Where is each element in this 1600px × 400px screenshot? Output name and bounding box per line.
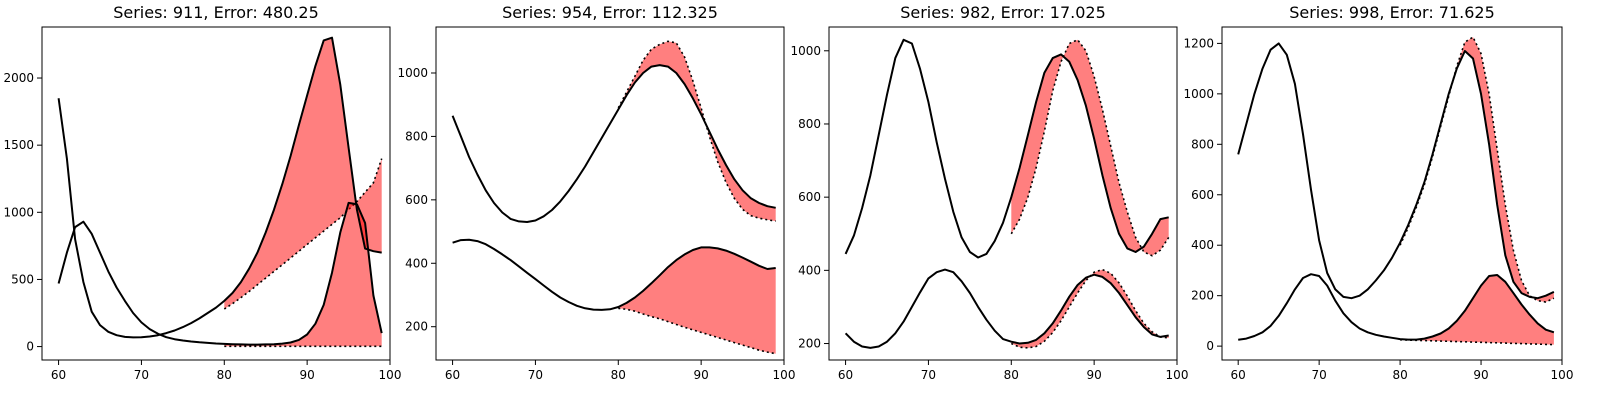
panel-2-y-tick-label: 200 bbox=[405, 320, 428, 334]
panel-3-ticks: 60 70 80 90 100 200 400 600 800 1000 bbox=[790, 44, 1188, 382]
panel-4-series-2-forecast-line bbox=[1400, 339, 1554, 346]
panel-4-y-tick-label: 400 bbox=[1191, 238, 1214, 252]
panel-3-x-tick-label: 80 bbox=[1004, 368, 1019, 382]
panel-4-y-tick-label: 1200 bbox=[1183, 36, 1214, 50]
panel-3-y-tick-label: 1000 bbox=[790, 44, 821, 58]
panel-1-series-2-actual-line bbox=[57, 201, 383, 346]
panel-2-axes-frame bbox=[435, 26, 785, 361]
panel-4-x-tick-label: 60 bbox=[1231, 368, 1246, 382]
panel-3-series-2-actual-line bbox=[844, 268, 1169, 349]
panel-2-series-2-forecast-line bbox=[618, 307, 776, 355]
panel-3-x-tick-label: 60 bbox=[838, 368, 853, 382]
panel-1-plot bbox=[57, 36, 383, 348]
panel-1-title: Series: 911, Error: 480.25 bbox=[113, 3, 319, 22]
panel-2-title: Series: 954, Error: 112.325 bbox=[502, 3, 718, 22]
panel-2-x-tick-label: 70 bbox=[528, 368, 543, 382]
panel-1-axes-frame bbox=[41, 26, 391, 361]
panel-1-series-2-error-area bbox=[224, 202, 382, 347]
panel-1-series-1-actual-line bbox=[57, 36, 382, 339]
panel-1-x-tick-label: 70 bbox=[134, 368, 149, 382]
panel-2-x-tick-label: 60 bbox=[445, 368, 460, 382]
panel-4-title: Series: 998, Error: 71.625 bbox=[1289, 3, 1495, 22]
panel-4-x-tick-label: 70 bbox=[1312, 368, 1327, 382]
panel-1-x-tick-label: 90 bbox=[300, 368, 315, 382]
panel-2-series-2-error-area bbox=[618, 247, 776, 354]
panel-3-x-tick-label: 100 bbox=[1166, 368, 1189, 382]
panel-3-y-tick-label: 200 bbox=[798, 337, 821, 351]
panel-4-axes-frame bbox=[1221, 26, 1563, 361]
panel-1-y-tick-label: 2000 bbox=[3, 71, 34, 85]
panel-4-x-tick-label: 100 bbox=[1551, 368, 1574, 382]
panel-3-y-tick-label: 800 bbox=[798, 117, 821, 131]
panel-4-x-tick-label: 90 bbox=[1473, 368, 1488, 382]
panel-1-y-tick-label: 0 bbox=[26, 340, 34, 354]
panel-2-series-1-actual-line bbox=[451, 64, 776, 223]
panel-2-series-2-actual-line bbox=[452, 238, 776, 311]
panel-3-axes-frame bbox=[828, 26, 1178, 361]
panel-4-x-tick-label: 80 bbox=[1392, 368, 1407, 382]
panel-3-series-2-error-area bbox=[1011, 269, 1169, 348]
panel-1-y-tick-label: 1000 bbox=[3, 205, 34, 219]
panel-3-y-tick-label: 400 bbox=[798, 263, 821, 277]
panel-2-series-1-forecast-line bbox=[617, 40, 776, 222]
panel-1-y-tick-label: 1500 bbox=[3, 138, 34, 152]
panel-2-ticks: 60 70 80 90 100 200 400 600 800 1000 bbox=[397, 66, 795, 382]
panel-2-y-tick-label: 800 bbox=[405, 129, 428, 143]
panel-2-series-1-error-area bbox=[618, 41, 776, 222]
panel-1-x-tick-label: 80 bbox=[217, 368, 232, 382]
panel-2-x-tick-label: 80 bbox=[611, 368, 626, 382]
panel-1-x-tick-label: 100 bbox=[379, 368, 402, 382]
panel-2-y-tick-label: 400 bbox=[405, 256, 428, 270]
panel-4-y-tick-label: 1000 bbox=[1183, 87, 1214, 101]
panel-2-y-tick-label: 600 bbox=[405, 193, 428, 207]
panel-3-y-tick-label: 600 bbox=[798, 190, 821, 204]
panel-2-plot bbox=[451, 40, 776, 355]
panel-1-x-tick-label: 60 bbox=[51, 368, 66, 382]
panel-4-series-1-actual-line bbox=[1237, 42, 1555, 300]
panel-3-series-1-forecast-line bbox=[1010, 38, 1170, 257]
panel-4: Series: 998, Error: 71.625 60 70 80 90 10002… bbox=[1183, 3, 1573, 382]
panel-2-y-tick-label: 1000 bbox=[397, 66, 428, 80]
panel-3-x-tick-label: 90 bbox=[1087, 368, 1102, 382]
panel-3-series-1-error-area bbox=[1011, 39, 1169, 256]
panel-4-series-2-actual-line bbox=[1238, 273, 1555, 341]
panel-3-series-2-forecast-line bbox=[1010, 268, 1169, 349]
panel-1: Series: 911, Error: 480.25 60 70 80 90 10005… bbox=[3, 3, 401, 382]
panel-3: Series: 982, Error: 17.025 60 70 80 90 100 20… bbox=[790, 3, 1188, 382]
panel-3-x-tick-label: 70 bbox=[921, 368, 936, 382]
panel-2-x-tick-label: 100 bbox=[773, 368, 796, 382]
panel-4-series-2-error-area bbox=[1400, 275, 1554, 345]
panel-4-y-tick-label: 600 bbox=[1191, 188, 1214, 202]
panel-3-title: Series: 982, Error: 17.025 bbox=[900, 3, 1106, 22]
panel-2-x-tick-label: 90 bbox=[694, 368, 709, 382]
panel-1-y-tick-label: 500 bbox=[11, 272, 34, 286]
panel-2: Series: 954, Error: 112.325 60 70 80 90 100 2… bbox=[397, 3, 795, 382]
panel-4-plot bbox=[1237, 35, 1555, 346]
panel-3-plot bbox=[844, 38, 1170, 349]
panel-3-series-1-actual-line bbox=[844, 38, 1169, 259]
panel-4-y-tick-label: 800 bbox=[1191, 137, 1214, 151]
panel-4-y-tick-label: 0 bbox=[1206, 339, 1214, 353]
panel-4-y-tick-label: 200 bbox=[1191, 289, 1214, 303]
